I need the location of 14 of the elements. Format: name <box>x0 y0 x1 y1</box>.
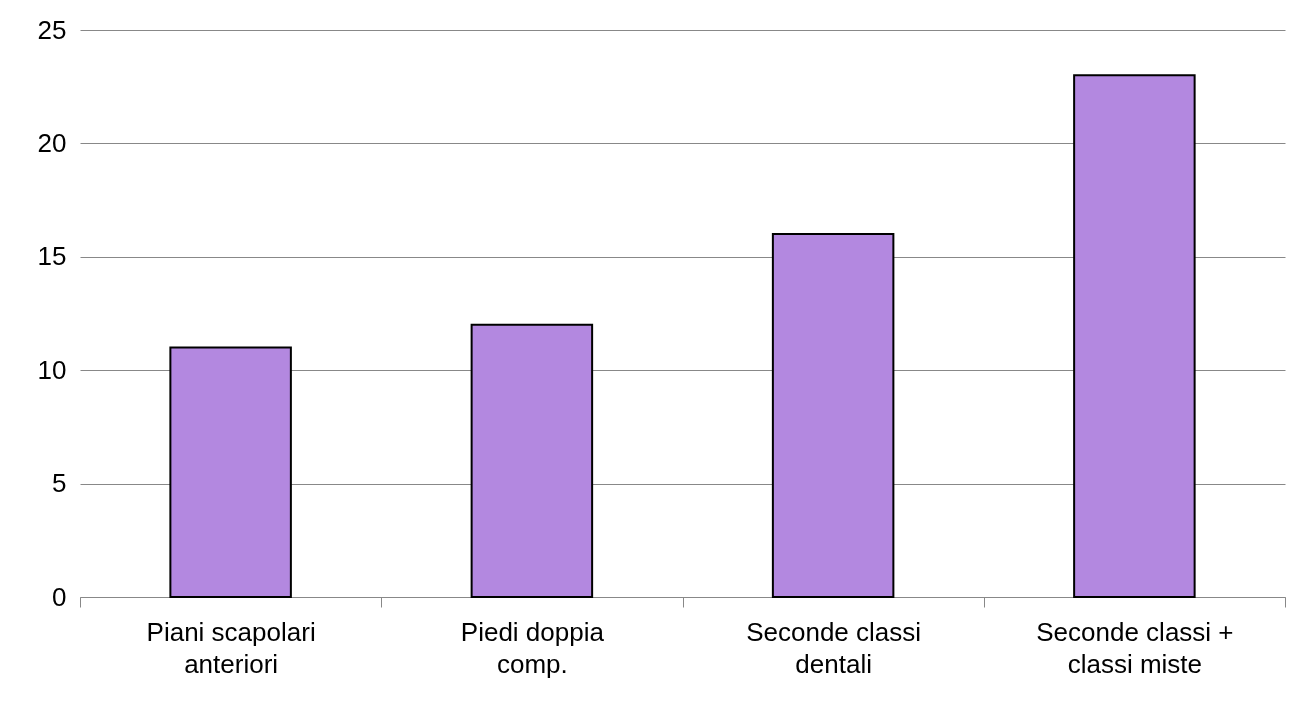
bar <box>1073 74 1196 598</box>
y-tick-label: 20 <box>37 127 67 158</box>
x-tick-label: Piani scapolari anteriori <box>146 616 316 679</box>
x-tick-label: Piedi doppia comp. <box>460 616 605 679</box>
y-tick-label: 0 <box>52 581 67 612</box>
y-tick-label: 15 <box>37 241 67 272</box>
bar <box>771 233 895 598</box>
y-tick-label: 10 <box>37 354 67 385</box>
x-tick-label: Seconde classi dentali <box>746 616 922 679</box>
y-tick-label: 5 <box>52 468 67 499</box>
bar <box>470 323 594 598</box>
y-tick-label: 25 <box>37 14 67 45</box>
x-tick-label: Seconde classi + classi miste <box>1036 616 1234 679</box>
bar <box>169 346 292 598</box>
